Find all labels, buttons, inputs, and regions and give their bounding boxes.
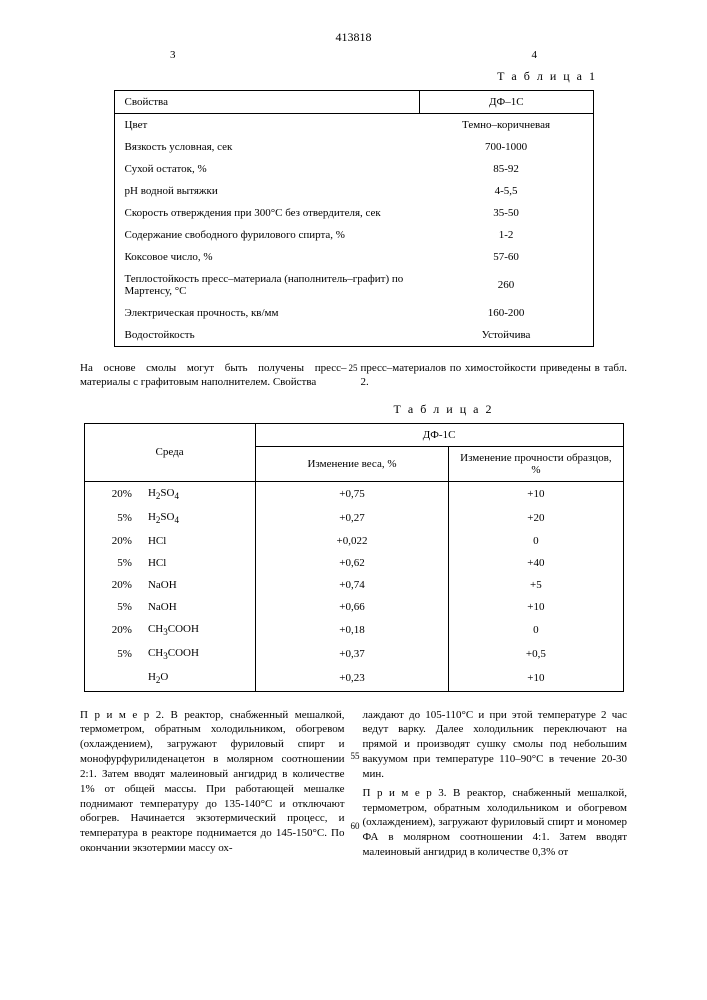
t2-header-env: Среда	[84, 423, 255, 481]
table-row: Электрическая прочность, кв/мм160-200	[114, 302, 593, 324]
table-row: ЦветТемно–коричневая	[114, 114, 593, 137]
table-row: 5%CH3COOH+0,37+0,5	[84, 642, 623, 666]
t2-chem-cell: HCl	[140, 530, 255, 552]
t1-val-cell: 1-2	[420, 224, 593, 246]
page-numbers: 3 4	[50, 49, 657, 61]
t1-val-cell: 57-60	[420, 246, 593, 268]
t2-header-schg: Изменение прочности образцов, %	[449, 446, 623, 481]
t1-val-cell: 35-50	[420, 202, 593, 224]
table-row: 20%CH3COOH+0,180	[84, 618, 623, 642]
t1-prop-cell: Водостойкость	[114, 324, 420, 347]
t2-pct-cell: 5%	[84, 596, 140, 618]
table-row: 5%HCl+0,62+40	[84, 552, 623, 574]
table-row: 20%H2SO4+0,75+10	[84, 481, 623, 506]
table-row: 20%HCl+0,0220	[84, 530, 623, 552]
table-row: H2O+0,23+10	[84, 666, 623, 691]
table-row: Вязкость условная, сек700-1000	[114, 136, 593, 158]
t2-header-wchg: Изменение веса, %	[255, 446, 449, 481]
t2-pct-cell: 5%	[84, 506, 140, 530]
t1-header-val: ДФ–1С	[420, 91, 593, 114]
page-left: 3	[170, 49, 176, 61]
t2-pct-cell: 5%	[84, 642, 140, 666]
t1-val-cell: 260	[420, 268, 593, 302]
t1-prop-cell: Содержание свободного фурилового спирта,…	[114, 224, 420, 246]
t2-schg-cell: +20	[449, 506, 623, 530]
t2-schg-cell: +0,5	[449, 642, 623, 666]
t1-val-cell: 85-92	[420, 158, 593, 180]
line-number-25: 25	[349, 363, 358, 375]
mid-right-text: пресс–материалов по химостойкости привед…	[361, 362, 628, 388]
t2-schg-cell: +5	[449, 574, 623, 596]
t2-chem-cell: CH3COOH	[140, 618, 255, 642]
t1-prop-cell: Цвет	[114, 114, 420, 137]
t2-schg-cell: +10	[449, 481, 623, 506]
table-1: Свойства ДФ–1С ЦветТемно–коричневаяВязко…	[114, 90, 594, 347]
t1-val-cell: Устойчива	[420, 324, 593, 347]
t1-val-cell: 700-1000	[420, 136, 593, 158]
t2-wchg-cell: +0,62	[255, 552, 449, 574]
t2-schg-cell: +10	[449, 596, 623, 618]
table-row: рН водной вытяжки4-5,5	[114, 180, 593, 202]
bottom-left-text: П р и м е р 2. В реактор, снабженный меш…	[80, 709, 345, 855]
table-row: Содержание свободного фурилового спирта,…	[114, 224, 593, 246]
t1-prop-cell: Коксовое число, %	[114, 246, 420, 268]
doc-number: 413818	[50, 30, 657, 45]
table-row: ВодостойкостьУстойчива	[114, 324, 593, 347]
mid-left-text: На основе смолы могут быть получены прес…	[80, 362, 347, 388]
t2-chem-cell: HCl	[140, 552, 255, 574]
t1-prop-cell: Теплостойкость пресс–материала (наполнит…	[114, 268, 420, 302]
t2-wchg-cell: +0,66	[255, 596, 449, 618]
t2-wchg-cell: +0,27	[255, 506, 449, 530]
t2-schg-cell: 0	[449, 618, 623, 642]
t1-prop-cell: Вязкость условная, сек	[114, 136, 420, 158]
t2-pct-cell: 20%	[84, 481, 140, 506]
page-right: 4	[532, 49, 538, 61]
t2-chem-cell: NaOH	[140, 596, 255, 618]
table-2: Среда ДФ-1С Изменение веса, % Изменение …	[84, 423, 624, 692]
t2-chem-cell: H2O	[140, 666, 255, 691]
table-row: Сухой остаток, %85-92	[114, 158, 593, 180]
t2-chem-cell: CH3COOH	[140, 642, 255, 666]
table-row: 20%NaOH+0,74+5	[84, 574, 623, 596]
table-row: 5%NaOH+0,66+10	[84, 596, 623, 618]
t2-chem-cell: H2SO4	[140, 481, 255, 506]
bottom-right-p1: лаждают до 105-110°С и при этой температ…	[363, 709, 628, 780]
t2-pct-cell	[84, 666, 140, 691]
table-row: 5%H2SO4+0,27+20	[84, 506, 623, 530]
t2-wchg-cell: +0,18	[255, 618, 449, 642]
t2-chem-cell: H2SO4	[140, 506, 255, 530]
table2-label: Т а б л и ц а 2	[230, 402, 657, 417]
table1-label: Т а б л и ц а 1	[50, 69, 597, 84]
t2-header-group: ДФ-1С	[255, 423, 623, 446]
t1-prop-cell: Сухой остаток, %	[114, 158, 420, 180]
t1-val-cell: 4-5,5	[420, 180, 593, 202]
bottom-right-p2: П р и м е р 3. В реактор, снабженный меш…	[363, 786, 628, 860]
t1-prop-cell: Скорость отверждения при 300°С без отвер…	[114, 202, 420, 224]
t2-wchg-cell: +0,75	[255, 481, 449, 506]
t2-schg-cell: 0	[449, 530, 623, 552]
t1-val-cell: 160-200	[420, 302, 593, 324]
table-row: Коксовое число, %57-60	[114, 246, 593, 268]
middle-paragraph: На основе смолы могут быть получены прес…	[80, 361, 627, 390]
t1-header-prop: Свойства	[114, 91, 420, 114]
t2-pct-cell: 20%	[84, 618, 140, 642]
t2-pct-cell: 20%	[84, 530, 140, 552]
t2-wchg-cell: +0,23	[255, 666, 449, 691]
t2-pct-cell: 5%	[84, 552, 140, 574]
line-number-60: 60	[351, 820, 360, 832]
t2-chem-cell: NaOH	[140, 574, 255, 596]
table-row: Теплостойкость пресс–материала (наполнит…	[114, 268, 593, 302]
t2-schg-cell: +40	[449, 552, 623, 574]
t2-schg-cell: +10	[449, 666, 623, 691]
t1-prop-cell: Электрическая прочность, кв/мм	[114, 302, 420, 324]
t2-wchg-cell: +0,37	[255, 642, 449, 666]
line-number-55: 55	[351, 750, 360, 762]
t2-pct-cell: 20%	[84, 574, 140, 596]
t1-prop-cell: рН водной вытяжки	[114, 180, 420, 202]
bottom-text: П р и м е р 2. В реактор, снабженный меш…	[80, 708, 627, 860]
t2-wchg-cell: +0,022	[255, 530, 449, 552]
table-row: Скорость отверждения при 300°С без отвер…	[114, 202, 593, 224]
t2-wchg-cell: +0,74	[255, 574, 449, 596]
t1-val-cell: Темно–коричневая	[420, 114, 593, 137]
